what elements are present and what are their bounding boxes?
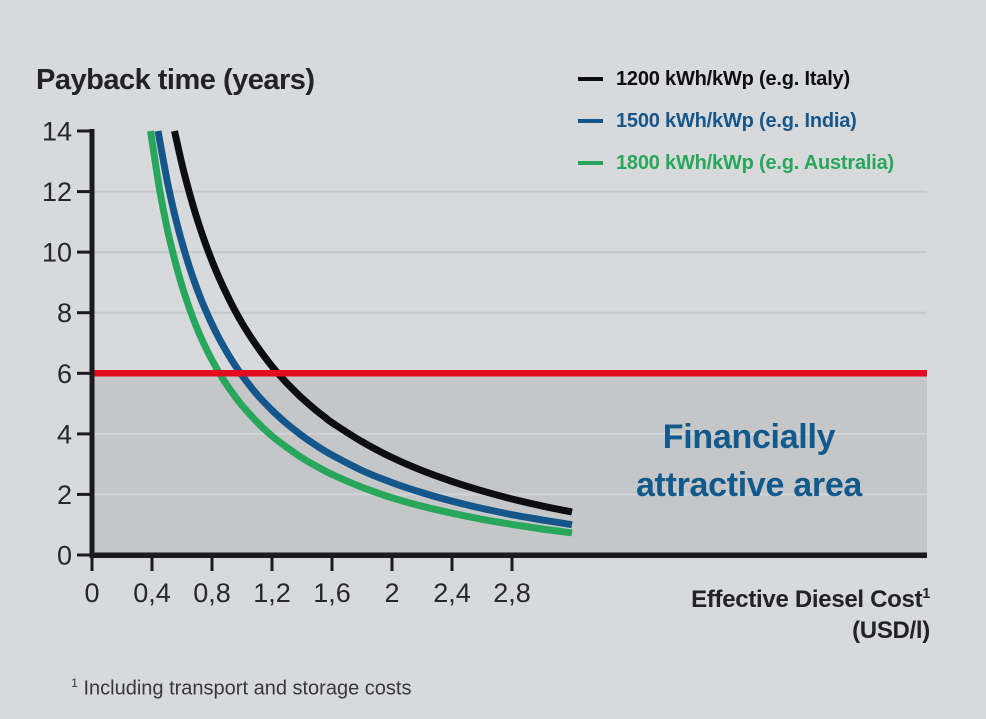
x-tick-label: 2,4 — [433, 578, 471, 608]
curve-1800 — [147, 130, 573, 537]
x-axis-line — [89, 552, 927, 558]
legend-line-icon — [578, 161, 603, 165]
x-tick-label: 0,8 — [193, 578, 231, 608]
annotation-line-1: Financially — [662, 418, 836, 456]
footnote-marker: 1 — [71, 676, 78, 690]
y-tick-label: 14 — [42, 117, 72, 147]
footnote: 1 Including transport and storage costs — [71, 676, 411, 701]
legend: 1200 kWh/kWp (e.g. Italy) 1500 kWh/kWp (… — [578, 58, 894, 184]
curve-1500 — [154, 130, 573, 529]
chart-title: Payback time (years) — [36, 64, 315, 96]
y-tick-6 — [77, 371, 90, 375]
annotation-line-2: attractive area — [635, 466, 863, 504]
x-axis-title-line-1: Effective Diesel Cost1 — [691, 586, 930, 613]
x-tick-2 — [390, 558, 394, 571]
y-tick-14 — [77, 129, 90, 133]
y-tick-label: 6 — [57, 359, 72, 389]
y-tick-label: 0 — [57, 541, 72, 571]
x-tick-label: 1,2 — [253, 578, 291, 608]
footnote-text: Including transport and storage costs — [83, 677, 412, 700]
x-tick-1.6 — [330, 558, 334, 571]
legend-item-1200: 1200 kWh/kWp (e.g. Italy) — [578, 58, 894, 100]
x-tick-0 — [90, 558, 94, 571]
curve-1200 — [171, 130, 573, 516]
x-axis-title: Effective Diesel Cost1 (USD/l) — [530, 579, 930, 646]
y-tick-0 — [77, 553, 90, 557]
legend-item-1800: 1800 kWh/kWp (e.g. Australia) — [578, 142, 894, 184]
footnote-marker: 1 — [922, 586, 930, 602]
legend-line-icon — [578, 119, 603, 123]
x-tick-label: 0 — [84, 578, 99, 608]
y-tick-10 — [77, 250, 90, 254]
y-tick-2 — [77, 492, 90, 496]
x-tick-label: 2 — [384, 578, 399, 608]
x-tick-0.8 — [210, 558, 214, 571]
x-tick-label: 2,8 — [493, 578, 531, 608]
y-axis-line — [89, 129, 95, 558]
x-axis-title-line-2: (USD/l) — [852, 617, 930, 644]
x-tick-label: 1,6 — [313, 578, 351, 608]
y-tick-label: 12 — [42, 177, 72, 207]
financially-attractive-label: Financially attractive area — [560, 413, 938, 509]
x-tick-1.2 — [270, 558, 274, 571]
x-tick-label: 0,4 — [133, 578, 171, 608]
y-tick-label: 4 — [57, 419, 72, 449]
y-tick-8 — [77, 311, 90, 315]
y-tick-label: 2 — [57, 480, 72, 510]
x-tick-0.4 — [150, 558, 154, 571]
legend-label-1500: 1500 kWh/kWp (e.g. India) — [616, 109, 857, 132]
legend-label-1200: 1200 kWh/kWp (e.g. Italy) — [616, 67, 850, 90]
x-tick-2.8 — [510, 558, 514, 571]
legend-line-icon — [578, 77, 603, 81]
y-tick-12 — [77, 190, 90, 194]
y-tick-label: 8 — [57, 298, 72, 328]
x-tick-2.4 — [450, 558, 454, 571]
y-tick-label: 10 — [42, 238, 72, 268]
legend-item-1500: 1500 kWh/kWp (e.g. India) — [578, 100, 894, 142]
legend-label-1800: 1800 kWh/kWp (e.g. Australia) — [616, 151, 894, 174]
y-tick-4 — [77, 432, 90, 436]
